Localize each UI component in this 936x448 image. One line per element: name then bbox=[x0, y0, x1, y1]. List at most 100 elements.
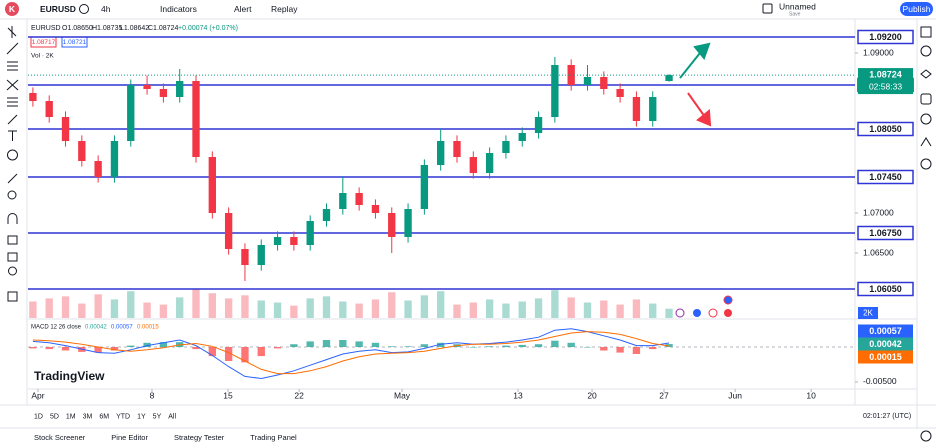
event-icon[interactable] bbox=[675, 308, 685, 318]
x-tick-label: Apr bbox=[31, 390, 44, 400]
brush-tool[interactable] bbox=[7, 114, 18, 125]
ruler-tool[interactable] bbox=[7, 173, 18, 184]
event-icon[interactable] bbox=[723, 295, 733, 305]
layout-icon[interactable] bbox=[762, 3, 773, 14]
event-icon[interactable] bbox=[693, 309, 701, 317]
volume-bar bbox=[534, 298, 543, 318]
delete-tool[interactable] bbox=[7, 291, 18, 302]
macd-hist-legend: 0.00042 bbox=[85, 325, 107, 331]
event-icon[interactable] bbox=[724, 309, 732, 317]
range-button[interactable]: 6M bbox=[99, 413, 109, 420]
macd-histogram-bar bbox=[273, 347, 282, 349]
fib-tool[interactable] bbox=[7, 61, 18, 71]
macd-histogram-bar bbox=[257, 347, 265, 357]
alert-button[interactable]: Alert bbox=[234, 4, 252, 14]
candle-body bbox=[208, 157, 216, 213]
macd-value-box bbox=[858, 337, 913, 351]
x-tick-label: 13 bbox=[513, 390, 523, 400]
crosshair-tool[interactable] bbox=[7, 26, 17, 38]
layout-name[interactable]: Unnamed bbox=[779, 1, 816, 11]
level-label-box bbox=[857, 121, 914, 137]
bottom-tab[interactable]: Trading Panel bbox=[250, 433, 297, 442]
range-button[interactable]: 5Y bbox=[153, 413, 162, 420]
volume-bar bbox=[208, 293, 216, 318]
macd-histogram-bar bbox=[61, 347, 70, 351]
add-symbol[interactable] bbox=[79, 4, 89, 14]
layers-icon[interactable] bbox=[920, 69, 932, 79]
range-button[interactable]: 3M bbox=[83, 413, 93, 420]
emoji-tool[interactable] bbox=[7, 149, 18, 161]
trendline-tool[interactable] bbox=[6, 42, 19, 55]
candle-body bbox=[290, 237, 298, 245]
legend-open: O1.08650 bbox=[62, 25, 93, 32]
range-button[interactable]: 5D bbox=[50, 413, 59, 420]
clock: 02:01:27 (UTC) bbox=[863, 413, 911, 420]
lock-all-tool[interactable] bbox=[7, 252, 18, 262]
macd-histogram-bar bbox=[224, 347, 233, 361]
right-sidebar bbox=[920, 26, 932, 442]
volume-bar bbox=[649, 303, 657, 318]
candle-body bbox=[306, 221, 314, 245]
brand-logo: TradingView bbox=[34, 369, 105, 383]
visibility-tool[interactable] bbox=[8, 266, 17, 276]
avatar[interactable] bbox=[5, 2, 19, 16]
range-button[interactable]: 1Y bbox=[137, 413, 146, 420]
magnet-tool[interactable] bbox=[7, 213, 18, 224]
legend-close: C1.08724 bbox=[148, 25, 178, 32]
range-button[interactable]: 1M bbox=[66, 413, 76, 420]
bottom-tab[interactable]: Stock Screener bbox=[34, 433, 86, 442]
legend-high: H1.08735 bbox=[92, 25, 122, 32]
calendar-icon[interactable] bbox=[920, 137, 932, 147]
macd-histogram-bar bbox=[420, 344, 429, 348]
publish-button[interactable] bbox=[900, 2, 933, 16]
range-button[interactable]: 1D bbox=[34, 413, 43, 420]
macd-histogram-bar bbox=[600, 347, 608, 351]
volume-bar bbox=[127, 291, 135, 318]
x-tick-label: 15 bbox=[223, 390, 233, 400]
legend-symbol: EURUSD bbox=[31, 25, 61, 32]
range-button[interactable]: All bbox=[168, 413, 176, 420]
bottom-tab[interactable]: Strategy Tester bbox=[174, 433, 225, 442]
x-tick-label: May bbox=[394, 390, 411, 400]
volume-bar bbox=[485, 299, 494, 318]
pattern-tool[interactable] bbox=[6, 79, 19, 91]
level-label-box bbox=[857, 29, 914, 45]
macd-histogram-bar bbox=[45, 347, 53, 350]
zoom-tool[interactable] bbox=[7, 190, 17, 200]
macd-value-label: 0.00042 bbox=[869, 339, 902, 349]
chat-icon[interactable] bbox=[920, 93, 932, 105]
volume-bar bbox=[420, 295, 429, 318]
text-tool[interactable] bbox=[8, 130, 17, 141]
replay-button[interactable]: Replay bbox=[271, 4, 298, 14]
symbol[interactable]: EURUSD bbox=[40, 4, 76, 14]
candle-body bbox=[485, 153, 494, 173]
range-button[interactable]: YTD bbox=[116, 413, 130, 420]
up-arrow bbox=[679, 42, 711, 79]
notifications-icon[interactable] bbox=[920, 158, 932, 170]
event-icon[interactable] bbox=[708, 308, 718, 318]
volume-bar bbox=[306, 298, 314, 318]
candle-body bbox=[420, 165, 429, 209]
volume-bar bbox=[437, 291, 445, 318]
event-icons bbox=[675, 295, 733, 318]
watchlist-icon[interactable] bbox=[920, 26, 932, 38]
bottom-tab[interactable]: Pine Editor bbox=[111, 433, 148, 442]
volume-bar bbox=[110, 299, 119, 318]
volume-bar bbox=[551, 290, 559, 318]
volume-bar bbox=[45, 298, 53, 318]
alerts-icon[interactable] bbox=[920, 45, 932, 57]
indicators-button[interactable]: Indicators bbox=[160, 4, 197, 14]
candle-body bbox=[45, 101, 53, 117]
interval[interactable]: 4h bbox=[101, 4, 111, 14]
last-price-box bbox=[858, 68, 913, 95]
candle-body bbox=[176, 81, 184, 97]
volume-bar bbox=[616, 304, 624, 318]
macd-histogram-bar bbox=[208, 347, 216, 357]
lock-tool[interactable] bbox=[7, 235, 18, 245]
x-tick-label: 8 bbox=[150, 390, 155, 400]
forecast-tool[interactable] bbox=[7, 97, 18, 107]
macd-histogram-bar bbox=[110, 347, 119, 351]
macd-histogram-bar bbox=[502, 345, 510, 348]
ideas-icon[interactable] bbox=[920, 113, 932, 125]
help-icon[interactable] bbox=[920, 430, 932, 442]
